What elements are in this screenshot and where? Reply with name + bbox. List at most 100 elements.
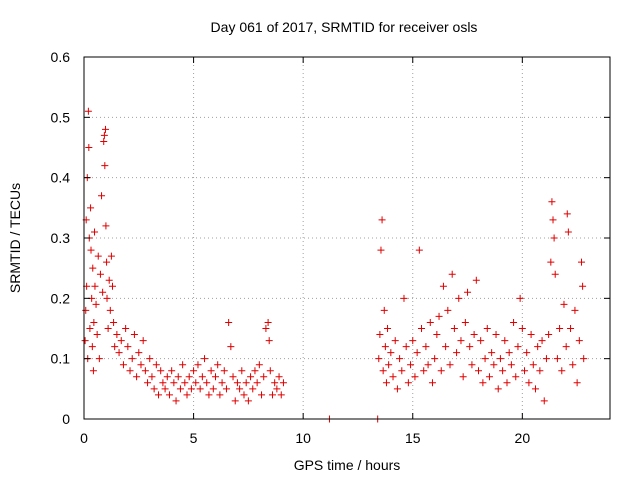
data-point (377, 246, 385, 254)
data-point (275, 373, 283, 381)
data-point (148, 373, 156, 381)
data-point (442, 343, 450, 351)
x-tick-label: 5 (190, 430, 198, 446)
data-point (247, 373, 255, 381)
y-tick-label: 0 (62, 411, 70, 427)
data-point (150, 385, 158, 393)
data-point (141, 367, 149, 375)
data-point (569, 361, 577, 369)
data-point (468, 361, 476, 369)
y-tick-label: 0.2 (51, 290, 71, 306)
data-point (119, 361, 127, 369)
data-point (494, 385, 502, 393)
data-point (499, 367, 507, 375)
data-point (393, 385, 401, 393)
data-point (96, 270, 104, 278)
data-point (161, 385, 169, 393)
data-point (389, 373, 397, 381)
data-point (89, 367, 97, 375)
data-point (485, 373, 493, 381)
data-point (205, 391, 213, 399)
data-point (258, 391, 266, 399)
data-point (553, 355, 561, 363)
data-point (214, 361, 222, 369)
data-point (122, 325, 130, 332)
data-point (435, 312, 443, 320)
data-point (111, 343, 119, 351)
data-point (490, 361, 498, 369)
data-point (102, 222, 110, 230)
data-point (529, 361, 537, 369)
data-point (249, 385, 257, 393)
data-point (98, 192, 106, 200)
data-point (457, 337, 465, 345)
data-point (398, 367, 406, 375)
data-point (525, 379, 533, 387)
data-point (185, 373, 193, 381)
data-point (194, 361, 202, 369)
data-point (512, 373, 520, 381)
data-point (100, 137, 108, 145)
data-point (82, 306, 90, 314)
data-point (260, 373, 268, 381)
data-point (448, 270, 456, 278)
data-point (518, 325, 526, 332)
data-point (477, 337, 485, 345)
data-point (139, 337, 147, 345)
data-points (81, 107, 588, 423)
data-point (382, 379, 390, 387)
data-point (279, 379, 287, 387)
data-point (216, 391, 224, 399)
data-point (124, 343, 132, 351)
data-point (133, 373, 141, 381)
data-point (255, 361, 263, 369)
data-point (135, 349, 143, 357)
data-point (488, 349, 496, 357)
data-point (183, 391, 191, 399)
data-point (196, 385, 204, 393)
data-point (459, 373, 467, 381)
data-point (461, 318, 469, 326)
data-point (564, 228, 572, 236)
data-point (88, 343, 96, 351)
x-tick-label: 0 (80, 430, 88, 446)
x-axis-label: GPS time / hours (294, 457, 401, 473)
data-point (548, 198, 556, 206)
data-point (89, 264, 97, 272)
data-point (400, 294, 408, 302)
data-point (144, 379, 152, 387)
data-point (277, 391, 285, 399)
data-point (431, 355, 439, 363)
data-point (108, 282, 116, 290)
x-tick-label: 10 (295, 430, 311, 446)
data-point (172, 397, 180, 405)
data-point (492, 331, 500, 339)
data-point (130, 331, 138, 339)
data-point (238, 367, 246, 375)
data-point (428, 379, 436, 387)
data-point (446, 361, 454, 369)
data-point (128, 355, 136, 363)
data-point (523, 349, 531, 357)
data-point (567, 325, 575, 332)
data-point (453, 349, 461, 357)
data-point (126, 367, 134, 375)
data-point (240, 391, 248, 399)
data-point (264, 318, 272, 326)
data-point (516, 294, 524, 302)
data-point (437, 367, 445, 375)
data-point (538, 337, 546, 345)
y-tick-label: 0.1 (51, 351, 71, 367)
data-point (94, 252, 102, 260)
data-point (163, 373, 171, 381)
data-point (176, 385, 184, 393)
grid (84, 57, 610, 419)
data-point (560, 300, 568, 308)
data-point (481, 355, 489, 363)
data-point (107, 252, 115, 260)
data-point (514, 343, 522, 351)
data-point (475, 367, 482, 375)
data-point (402, 343, 410, 351)
data-point (218, 379, 226, 387)
data-point (542, 355, 550, 363)
